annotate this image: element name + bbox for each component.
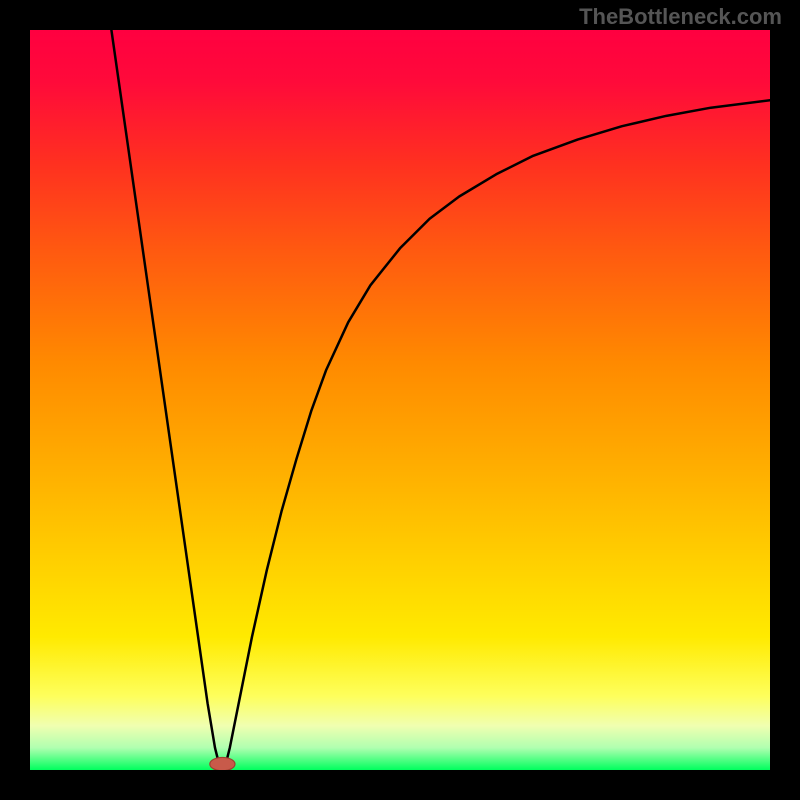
chart-svg <box>30 30 770 770</box>
watermark-text: TheBottleneck.com <box>579 4 782 30</box>
gradient-background <box>30 30 770 770</box>
plot-area <box>30 30 770 770</box>
optimal-marker <box>210 757 235 770</box>
chart-container: TheBottleneck.com <box>0 0 800 800</box>
